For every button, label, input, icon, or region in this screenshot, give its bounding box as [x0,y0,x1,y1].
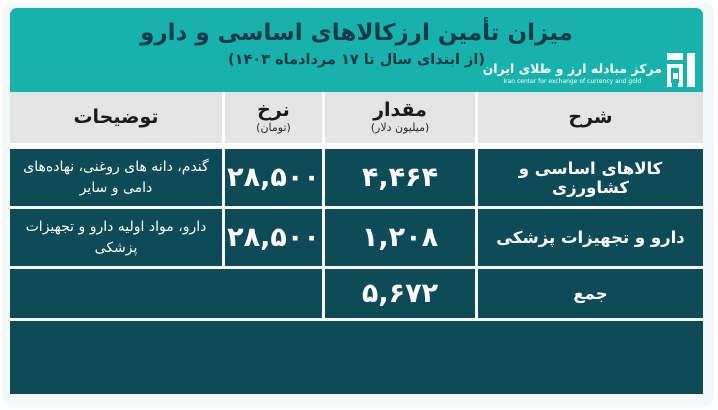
table-row-medicine: دارو و تجهیزات پزشکی ۱,۲۰۸ ۲۸,۵۰۰ دارو، … [10,209,703,266]
divider [10,143,703,149]
col-header-unit: (میلیون دلار) [370,121,430,135]
table-row-essential-goods: کالاهای اساسی و کشاورزی ۴,۴۶۴ ۲۸,۵۰۰ گند… [10,149,703,206]
col-header-rate: نرخ (تومان) [225,92,322,143]
ice-logo-icon [667,53,695,87]
col-header-description: شرح [478,92,703,143]
col-header-label: توضیحات [73,105,159,128]
cell-total-label: جمع [478,269,703,318]
banner-text: میزان تأمین ارزکالاهای اساسی و دارو (از … [10,8,703,68]
cell-total-amount: ۵,۶۷۲ [325,269,475,318]
cell-notes: دارو، مواد اولیه دارو و تجهیزات پزشکی [10,209,222,266]
org-name-fa: مرکز مبادله ارز و طلای ایران [482,61,662,76]
cell-amount: ۴,۴۶۴ [325,149,475,206]
col-header-label: مقدار [373,99,427,122]
org-logo-text: مرکز مبادله ارز و طلای ایران Iran center… [483,61,662,87]
org-logo: مرکز مبادله ارز و طلای ایران Iran center… [483,53,695,87]
org-name-en: Iran center for exchange of currency and… [503,78,642,85]
currency-table: شرح مقدار (میلیون دلار) نرخ (تومان) توضی… [10,92,703,394]
page-subtitle: (از ابتدای سال تا ۱۷ مردادماه ۱۴۰۳) [228,51,485,68]
col-header-notes: توضیحات [10,92,222,143]
page-title: میزان تأمین ارزکالاهای اساسی و دارو [140,20,573,46]
table-header-row: شرح مقدار (میلیون دلار) نرخ (تومان) توضی… [10,92,703,143]
cell-description: کالاهای اساسی و کشاورزی [478,149,703,206]
cell-description: دارو و تجهیزات پزشکی [478,209,703,266]
cell-total-empty [10,269,322,318]
col-header-amount: مقدار (میلیون دلار) [325,92,475,143]
cell-rate: ۲۸,۵۰۰ [225,209,322,266]
cell-notes: گندم، دانه های روغنی، نهاده‌های دامی و س… [10,149,222,206]
col-header-label: نرخ [257,99,290,122]
col-header-label: شرح [568,105,613,128]
table-row-total: جمع ۵,۶۷۲ [10,269,703,318]
cell-rate: ۲۸,۵۰۰ [225,149,322,206]
col-header-unit: (تومان) [256,121,291,135]
banner: میزان تأمین ارزکالاهای اساسی و دارو (از … [10,8,703,92]
cell-amount: ۱,۲۰۸ [325,209,475,266]
table-footer-block [10,321,703,394]
infographic: میزان تأمین ارزکالاهای اساسی و دارو (از … [10,8,703,394]
